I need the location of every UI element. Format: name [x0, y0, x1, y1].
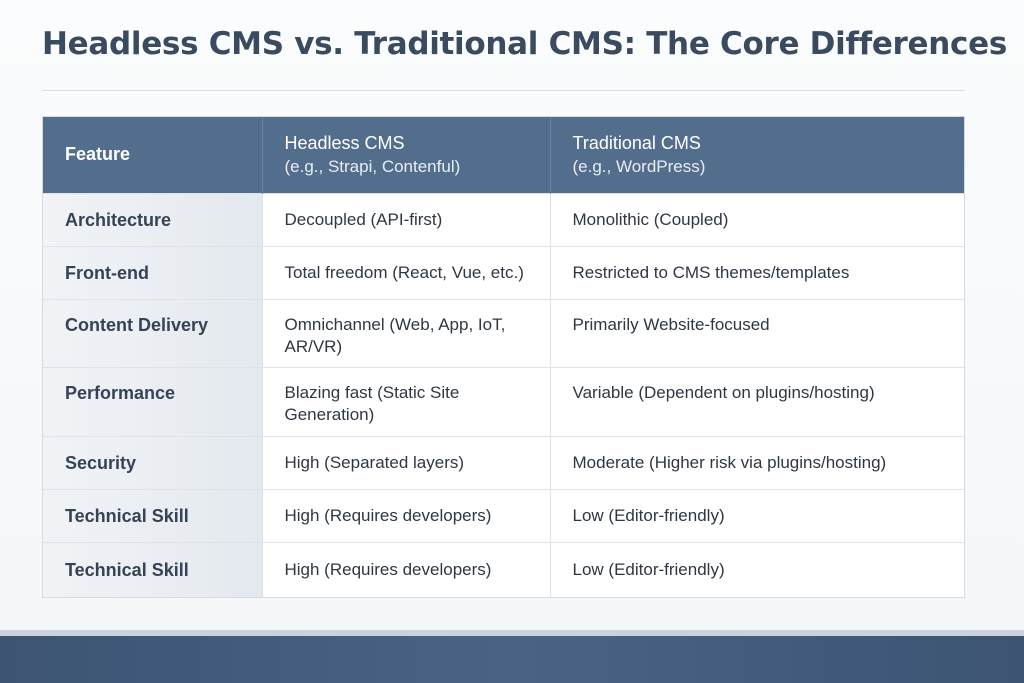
table-row: Technical Skill High (Requires developer…	[43, 488, 964, 543]
row-headless-cell: High (Requires developers)	[262, 542, 551, 597]
footer-accent-line	[0, 630, 1024, 636]
row-feature-cell: Front-end	[43, 245, 263, 300]
header-headless-label: Headless CMS	[284, 132, 405, 153]
header-headless-cms: Headless CMS (e.g., Strapi, Contenful)	[262, 117, 551, 193]
row-feature-cell: Security	[43, 435, 263, 490]
row-headless-cell: Omnichannel (Web, App, IoT, AR/VR)	[262, 298, 551, 368]
table-row: Technical Skill High (Requires developer…	[43, 542, 964, 597]
row-traditional-cell: Low (Editor-friendly)	[550, 542, 964, 597]
header-feature: Feature	[43, 117, 263, 193]
header-traditional-label: Traditional CMS	[572, 132, 701, 153]
row-traditional-cell: Variable (Dependent on plugins/hosting)	[550, 367, 964, 437]
row-feature-cell: Technical Skill	[43, 488, 263, 543]
row-headless-cell: Decoupled (API-first)	[262, 192, 551, 247]
header-traditional-examples: (e.g., WordPress)	[572, 156, 706, 176]
header-headless-examples: (e.g., Strapi, Contenful)	[284, 156, 461, 176]
title-divider	[42, 90, 965, 91]
row-headless-cell: High (Separated layers)	[262, 435, 551, 490]
footer-bar	[0, 636, 1024, 683]
comparison-table: Feature Headless CMS (e.g., Strapi, Cont…	[42, 116, 965, 598]
table-row: Performance Blazing fast (Static Site Ge…	[43, 367, 964, 437]
row-traditional-cell: Moderate (Higher risk via plugins/hostin…	[550, 435, 964, 490]
row-feature-cell: Content Delivery	[43, 298, 263, 368]
row-feature-cell: Performance	[43, 367, 263, 437]
row-traditional-cell: Low (Editor-friendly)	[550, 488, 964, 543]
table-header-row: Feature Headless CMS (e.g., Strapi, Cont…	[43, 117, 964, 193]
header-feature-label: Feature	[65, 144, 131, 165]
table-row: Content Delivery Omnichannel (Web, App, …	[43, 298, 964, 368]
row-headless-cell: Blazing fast (Static Site Generation)	[262, 367, 551, 437]
row-headless-cell: High (Requires developers)	[262, 488, 551, 543]
header-traditional-cms: Traditional CMS (e.g., WordPress)	[550, 117, 964, 193]
row-traditional-cell: Primarily Website-focused	[550, 298, 964, 368]
page-title: Headless CMS vs. Traditional CMS: The Co…	[42, 26, 1007, 62]
row-feature-cell: Technical Skill	[43, 542, 263, 597]
row-headless-cell: Total freedom (React, Vue, etc.)	[262, 245, 551, 300]
row-feature-cell: Architecture	[43, 192, 263, 247]
row-traditional-cell: Restricted to CMS themes/templates	[550, 245, 964, 300]
table-row: Architecture Decoupled (API-first) Monol…	[43, 192, 964, 247]
table-row: Front-end Total freedom (React, Vue, etc…	[43, 245, 964, 300]
table-row: Security High (Separated layers) Moderat…	[43, 435, 964, 490]
row-traditional-cell: Monolithic (Coupled)	[550, 192, 964, 247]
